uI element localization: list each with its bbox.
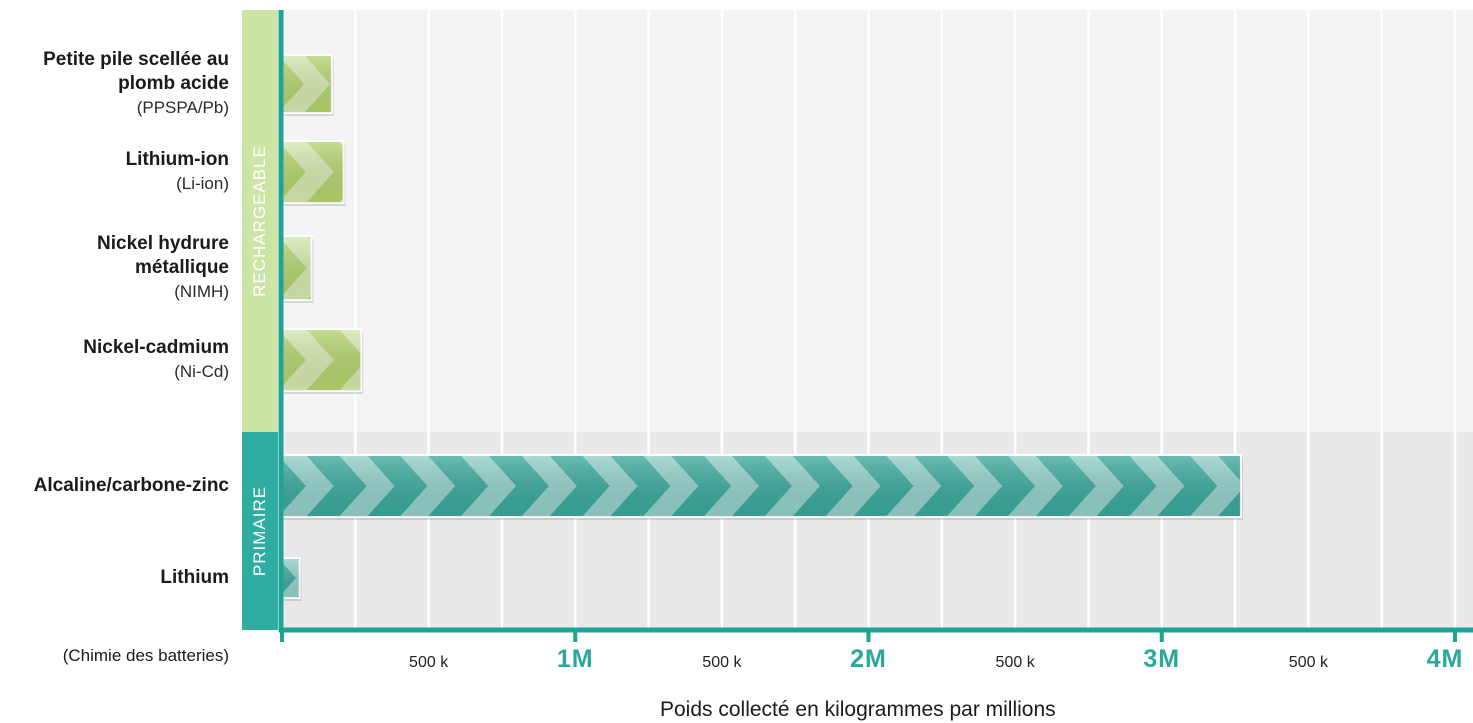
bar [281,454,1243,520]
category-label: Lithium [29,566,229,590]
x-tick-label-minor: 500 k [995,654,1035,671]
category-label: Nickel hydrure métallique (NIMH) [79,232,229,304]
plot-background-rechargeable [282,10,1473,432]
bar-gloss [282,236,312,300]
category-name: Nickel hydrure métallique [97,233,229,278]
category-name: Petite pile scellée au plomb acide [43,49,229,94]
category-label: Alcaline/carbone-zinc [0,474,229,498]
bar-gloss [282,455,1241,517]
category-name: Nickel-cadmium [83,337,229,358]
group-label-primaire: PRIMAIRE [250,485,269,577]
bar-gloss [282,329,362,391]
bar [281,557,302,601]
bar [281,140,346,206]
category-label: Petite pile scellée au plomb acide (PPSPA… [39,48,229,120]
x-tick-label-major: 2M [850,645,887,673]
category-label: Nickel-cadmium (Ni-Cd) [29,336,229,384]
x-tick-label-major: 3M [1143,645,1181,673]
bar-gloss [282,55,332,113]
x-tick-label-minor: 500 k [1288,654,1328,671]
group-band-rechargeable [242,10,278,432]
x-tick-label-minor: 500 k [702,654,742,671]
bar [281,328,364,394]
category-abbreviation: (Li-ion) [176,174,229,193]
x-tick-label-minor: 500 k [409,654,449,671]
category-abbreviation: (PPSPA/Pb) [136,98,229,117]
category-name: Lithium-ion [125,149,229,170]
category-axis-label: (Chimie des batteries) [62,646,229,665]
x-axis-label: Poids collecté en kilogrammes par millio… [660,698,1056,721]
x-tick-label-major: 4M [1426,645,1464,673]
bar [281,235,314,303]
x-tick-label-major: 1M [556,645,594,673]
group-label-rechargeable: RECHARGEABLE [250,145,269,297]
category-abbreviation: (Ni-Cd) [174,362,229,381]
bar-gloss [282,558,300,598]
category-label: Lithium-ion (Li-ion) [29,148,229,196]
category-abbreviation: (NIMH) [174,282,229,301]
bar [281,54,334,116]
category-name: Alcaline/carbone-zinc [33,475,229,496]
group-band-primaire [242,432,278,630]
bar-gloss [282,141,344,203]
category-name: Lithium [160,567,229,588]
